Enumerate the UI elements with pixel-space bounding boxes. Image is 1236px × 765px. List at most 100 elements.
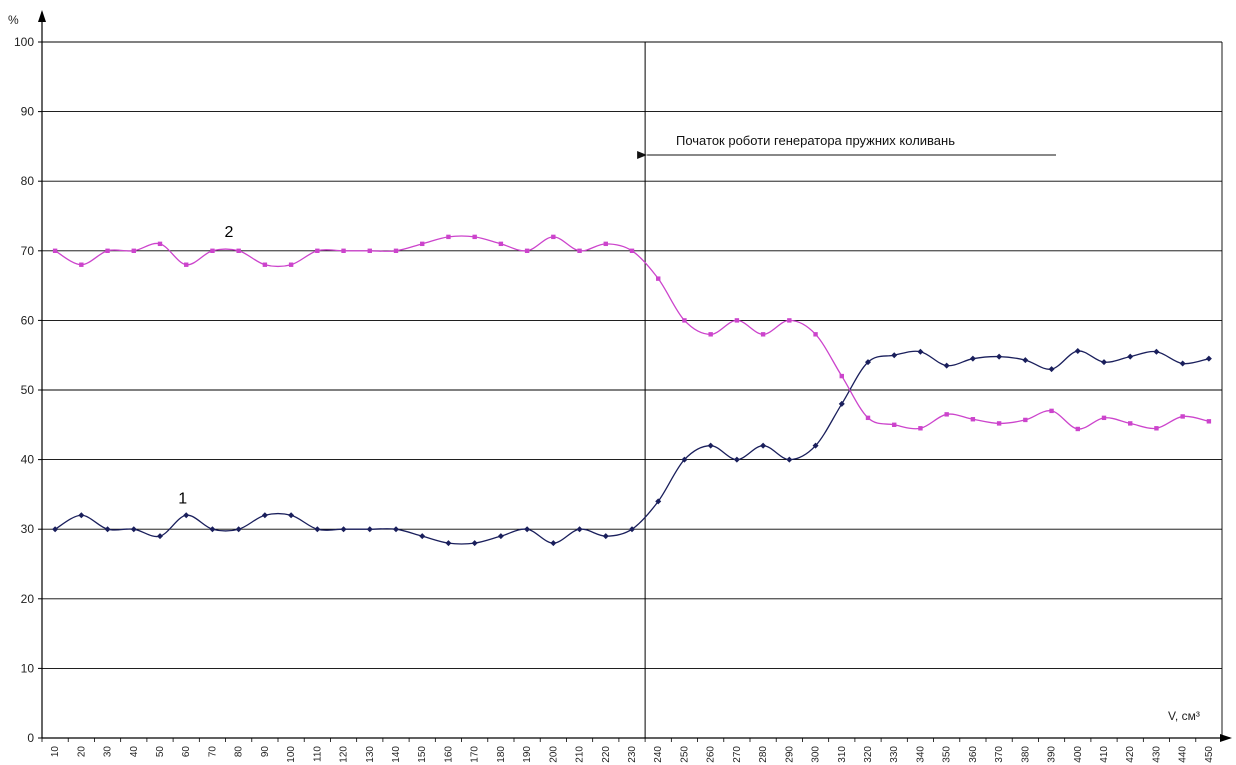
data-point [104, 526, 111, 533]
x-tick-label: 310 [837, 746, 848, 763]
x-tick-label: 80 [234, 746, 245, 758]
data-point [497, 533, 504, 540]
x-tick-label: 370 [994, 746, 1005, 763]
data-point [760, 332, 766, 337]
data-point [656, 276, 661, 281]
series-line-2 [54, 235, 1210, 430]
x-tick-label: 260 [706, 746, 717, 763]
data-point [734, 318, 740, 323]
x-tick-label: 130 [365, 746, 376, 763]
data-point [1180, 414, 1185, 419]
data-point [603, 241, 608, 247]
data-point [1179, 360, 1186, 367]
x-tick-label: 300 [811, 746, 822, 763]
y-tick-label: 80 [21, 174, 35, 188]
y-tick-label: 100 [14, 35, 34, 49]
data-point [1101, 359, 1107, 366]
data-point [1049, 408, 1054, 414]
data-point [812, 442, 819, 449]
data-point [210, 248, 215, 253]
x-tick-label: 160 [443, 746, 454, 763]
data-point [550, 540, 557, 547]
series-group [52, 234, 1212, 547]
curve-label-1: 1 [178, 490, 187, 507]
x-tick-label: 320 [863, 746, 874, 763]
x-tick-label: 200 [548, 746, 559, 763]
data-point [471, 540, 478, 547]
data-point [707, 442, 714, 449]
data-point [892, 422, 897, 427]
data-point [1128, 421, 1133, 426]
data-point [393, 526, 399, 533]
x-tick-label: 110 [312, 746, 323, 762]
y-tick-labels: 0 10 20 30 40 50 60 70 80 90 100 [14, 35, 34, 745]
data-point [420, 241, 425, 247]
y-tick-label: 10 [21, 661, 35, 675]
data-point [1205, 355, 1212, 362]
x-tick-label: 120 [339, 746, 350, 763]
data-point [446, 234, 451, 240]
data-point [865, 359, 871, 366]
x-tick-label: 330 [889, 746, 900, 763]
x-tick-label: 270 [732, 746, 743, 763]
data-point [576, 526, 583, 533]
x-tick-label: 150 [417, 746, 428, 763]
data-point [262, 262, 268, 267]
x-tick-label: 20 [76, 746, 87, 758]
data-point [79, 262, 84, 267]
x-tick-label: 450 [1204, 746, 1215, 763]
data-point [52, 248, 58, 253]
y-tick-label: 90 [21, 105, 35, 119]
x-tick-label: 60 [181, 746, 192, 758]
data-point [261, 512, 268, 519]
data-point [524, 248, 530, 253]
data-point [996, 353, 1003, 360]
data-point [839, 373, 844, 379]
data-point [78, 512, 85, 519]
series-line-1 [54, 350, 1210, 545]
y-tick-label: 70 [21, 244, 35, 258]
data-point [760, 442, 767, 449]
data-point [52, 526, 59, 533]
y-tick-label: 30 [21, 522, 35, 536]
x-tick-label: 190 [522, 746, 533, 763]
data-point [1048, 366, 1055, 373]
data-point [917, 348, 924, 355]
data-point [838, 400, 845, 407]
x-tick-label: 400 [1073, 746, 1084, 763]
x-tick-label: 250 [679, 746, 690, 763]
data-point [314, 526, 321, 533]
data-point [733, 456, 740, 463]
x-tick-label: 210 [575, 746, 586, 763]
data-point [157, 241, 163, 247]
data-point [393, 248, 399, 253]
x-tick-label: 10 [50, 746, 61, 758]
data-point [105, 248, 110, 253]
data-point [157, 533, 163, 540]
data-point [340, 526, 347, 533]
data-point [655, 498, 662, 505]
x-tick-label: 340 [915, 746, 926, 763]
series-2 [52, 234, 1212, 432]
data-point [498, 241, 504, 247]
x-tick-label: 40 [129, 746, 140, 758]
data-point [1074, 348, 1081, 355]
data-point [1127, 353, 1134, 360]
data-point [1154, 426, 1159, 431]
data-point [551, 234, 556, 240]
y-axis-label: % [8, 13, 19, 27]
x-tick-label: 440 [1178, 746, 1189, 763]
x-tick-label: 140 [391, 746, 402, 763]
y-axis-arrow [38, 10, 46, 22]
y-tick-label: 20 [21, 592, 35, 606]
data-point [1022, 357, 1029, 364]
data-point [131, 248, 136, 253]
data-point [1075, 426, 1080, 432]
data-point [1206, 419, 1212, 424]
x-tick-label: 100 [286, 746, 297, 763]
data-point [629, 248, 635, 253]
x-axis-label: V, см³ [1168, 709, 1200, 723]
x-tick-label: 290 [784, 746, 795, 763]
data-point [708, 332, 713, 337]
data-point [944, 412, 949, 417]
